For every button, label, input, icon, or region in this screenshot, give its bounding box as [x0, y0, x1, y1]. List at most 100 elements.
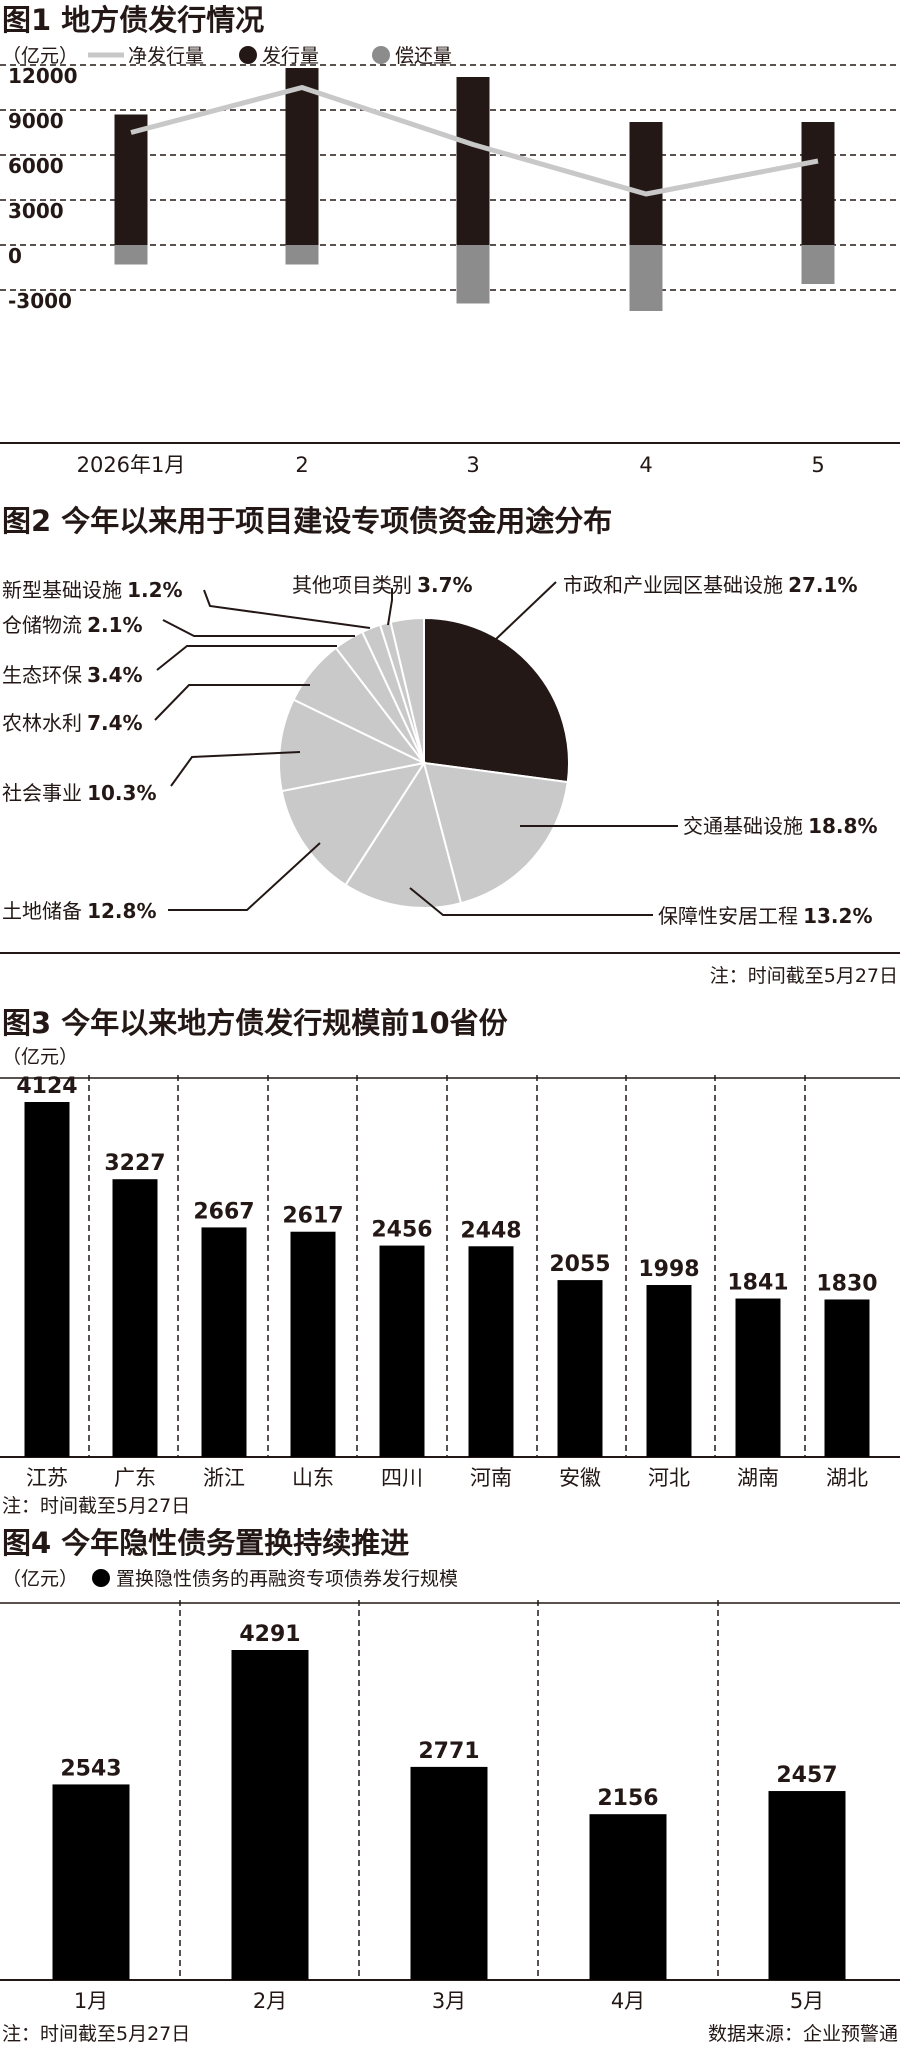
x-tick-label: 安徽	[559, 1466, 601, 1490]
figure-2-pie	[278, 616, 570, 909]
province-bar	[468, 1246, 514, 1457]
figure-4-note: 注：时间截至5月27日	[2, 2023, 190, 2045]
pie-label-municipal: 市政和产业园区基础设施 27.1%	[563, 573, 857, 597]
bar-value-label: 1830	[816, 1271, 877, 1296]
issuance-bar	[629, 122, 663, 245]
pie-label-land: 土地储备 12.8%	[2, 899, 156, 923]
figure-3-unit: （亿元）	[2, 1046, 78, 1068]
pie-label-social: 社会事业 10.3%	[2, 781, 156, 805]
bar-value-label: 2457	[776, 1763, 837, 1788]
x-tick-label: 5	[811, 453, 824, 477]
legend-issuance-dot	[239, 46, 257, 64]
bar-value-label: 2617	[282, 1204, 343, 1229]
bar-value-label: 2543	[60, 1756, 121, 1781]
bar-value-label: 2667	[193, 1199, 254, 1224]
x-tick-label: 4	[639, 453, 652, 477]
figure-1-title: 图1 地方债发行情况	[2, 3, 264, 37]
figure-1-grid	[0, 64, 900, 291]
province-bar	[646, 1285, 692, 1457]
legend-repayment: 偿还量	[395, 45, 452, 67]
x-tick-label: 浙江	[203, 1466, 245, 1490]
pie-label-eco: 生态环保 3.4%	[2, 663, 143, 687]
x-tick-label: 湖北	[826, 1466, 868, 1490]
province-bar	[24, 1102, 70, 1457]
bar-value-label: 3227	[104, 1151, 165, 1176]
bar-value-label: 2771	[418, 1739, 479, 1764]
repayment-bar	[456, 245, 490, 304]
province-bar	[379, 1245, 425, 1457]
bar-value-label: 1841	[727, 1271, 788, 1296]
legend-repayment-dot	[372, 46, 390, 64]
bar-value-label: 4124	[16, 1074, 77, 1099]
province-bar	[735, 1298, 781, 1457]
refinancing-bar	[52, 1784, 130, 1980]
figure-2: 图2 今年以来用于项目建设专项债资金用途分布 市政和产业园区基础设施 27.1%…	[0, 504, 900, 987]
figure-3: 图3 今年以来地方债发行规模前10省份 （亿元） 4124 江苏 3227 广东 266…	[0, 1006, 900, 1517]
refinancing-bar	[768, 1791, 846, 1980]
figure-4-unit: （亿元）	[2, 1568, 78, 1590]
x-tick-label: 1月	[74, 1989, 108, 2013]
figure-3-title: 图3 今年以来地方债发行规模前10省份	[2, 1006, 508, 1040]
x-tick-label: 5月	[790, 1989, 824, 2013]
x-tick-label: 河南	[470, 1466, 512, 1490]
repayment-bar	[801, 245, 835, 284]
leader-line-agri	[154, 684, 310, 721]
figure-3-plot: 4124 江苏 3227 广东 2667 浙江 2617 山东 2456 四川 2448 河南 2055…	[0, 1074, 900, 1490]
bar-value-label: 2456	[371, 1218, 432, 1243]
y-tick-label: 12000	[8, 64, 78, 88]
pie-slice	[344, 760, 463, 909]
figure-3-note: 注：时间截至5月27日	[2, 1495, 190, 1517]
leader-line-eco	[156, 645, 337, 671]
leader-line-newinfra	[203, 589, 371, 629]
bar-value-label: 2156	[597, 1786, 658, 1811]
pie-label-agri: 农林水利 7.4%	[2, 711, 143, 735]
pie-label-other: 其他项目类别 3.7%	[292, 573, 473, 597]
province-bar	[290, 1231, 336, 1457]
figure-4-plot: 2543 1月 4291 2月 2771 3月 2156 4月 2457 5月	[0, 1600, 900, 2013]
province-bar	[201, 1227, 247, 1457]
y-tick-label: -3000	[8, 289, 72, 313]
refinancing-bar	[231, 1650, 309, 1980]
x-tick-label: 3月	[432, 1989, 466, 2013]
pie-leader-lines	[154, 581, 678, 916]
y-tick-label: 9000	[8, 109, 64, 133]
leader-line-land	[168, 842, 321, 911]
source-note: 数据来源：企业预警通	[708, 2023, 898, 2045]
leader-line-storage	[162, 619, 355, 637]
x-tick-label: 4月	[611, 1989, 645, 2013]
pie-label-housing: 保障性安居工程 13.2%	[658, 904, 872, 928]
pie-label-newinfra: 新型基础设施 1.2%	[2, 578, 183, 602]
pie-label-storage: 仓储物流 2.1%	[2, 613, 143, 637]
repayment-bar	[285, 245, 319, 265]
leader-line-social	[170, 751, 301, 787]
x-tick-label: 四川	[381, 1466, 423, 1490]
figure-2-note: 注：时间截至5月27日	[710, 965, 898, 987]
province-bar	[112, 1179, 158, 1457]
bar-value-label: 4291	[239, 1622, 300, 1647]
x-tick-label: 广东	[114, 1466, 156, 1490]
figure-1-line	[130, 85, 819, 197]
x-tick-label: 2026年1月	[77, 453, 186, 477]
legend-net-issuance: 净发行量	[128, 45, 204, 67]
figure-1: 图1 地方债发行情况 （亿元） 净发行量 发行量 偿还量 12000 9000 60…	[0, 3, 900, 477]
pie-slice	[280, 761, 427, 887]
pie-slice	[423, 616, 570, 784]
figure-2-title: 图2 今年以来用于项目建设专项债资金用途分布	[2, 504, 612, 538]
refinancing-bar	[410, 1766, 488, 1980]
pie-slice	[422, 761, 569, 905]
figure-1-bars	[114, 68, 835, 311]
pie-slice	[278, 698, 428, 793]
net-issuance-line	[130, 85, 819, 197]
x-tick-label: 山东	[292, 1466, 334, 1490]
x-tick-label: 3	[466, 453, 479, 477]
bar-value-label: 2055	[549, 1252, 610, 1277]
pie-slice	[389, 616, 425, 764]
leader-line-municipal	[494, 581, 557, 641]
bar-value-label: 2448	[460, 1218, 521, 1243]
leader-line-other	[387, 588, 393, 626]
issuance-bar	[801, 122, 835, 245]
figure-4: 图4 今年隐性债务置换持续推进 （亿元） 置换隐性债务的再融资专项债券发行规模 …	[0, 1526, 900, 2045]
x-tick-label: 2	[295, 453, 308, 477]
pie-label-transport: 交通基础设施 18.8%	[683, 814, 877, 838]
bar-value-label: 1998	[638, 1257, 699, 1282]
